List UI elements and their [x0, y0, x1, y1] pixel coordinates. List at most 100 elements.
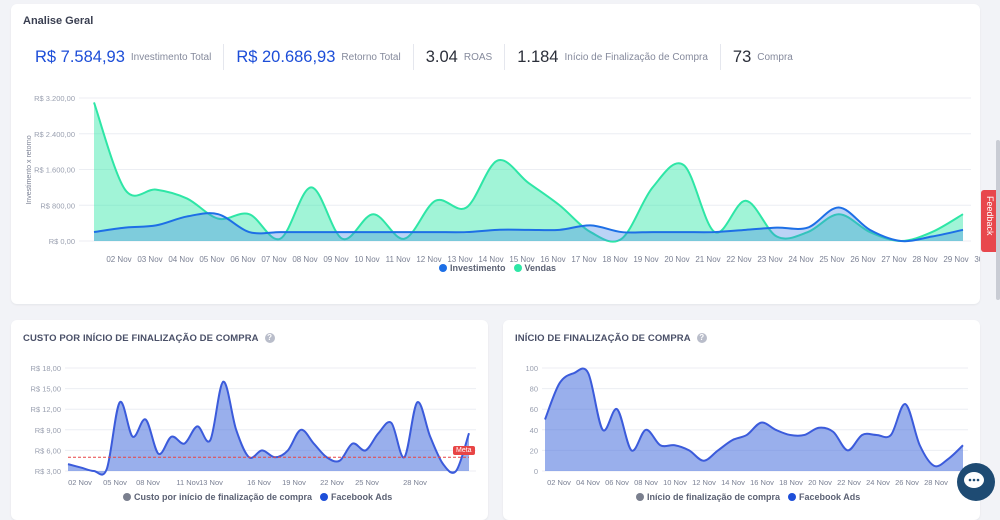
if-x-tick: 04 Nov — [576, 478, 600, 487]
cpf-x-tick: 16 Nov — [247, 478, 271, 487]
card-title: CUSTO POR INÍCIO DE FINALIZAÇÃO DE COMPR… — [23, 333, 275, 344]
if-x-tick: 28 Nov — [924, 478, 948, 487]
cpf-x-tick: 19 Nov — [282, 478, 306, 487]
legend-label: Facebook Ads — [331, 492, 393, 502]
main-x-tick: 29 Nov — [943, 255, 968, 264]
main-x-tick: 25 Nov — [819, 255, 844, 264]
main-x-tick: 17 Nov — [571, 255, 596, 264]
cpf-x-tick: 22 Nov — [320, 478, 344, 487]
feedback-label: Feedback — [985, 196, 995, 236]
cpf-x-tick: 25 Nov — [355, 478, 379, 487]
main-x-tick: 02 Nov — [106, 255, 131, 264]
kpi-label: Compra — [757, 51, 793, 63]
if-y-tick: 100 — [525, 364, 538, 373]
main-x-tick: 13 Nov — [447, 255, 472, 264]
main-x-tick: 23 Nov — [757, 255, 782, 264]
main-x-tick: 11 Nov — [386, 255, 411, 264]
legend-label: Vendas — [524, 263, 557, 273]
cpf-y-tick: R$ 12,00 — [31, 405, 61, 414]
if-y-tick: 80 — [530, 385, 538, 394]
legend-facebook-ads[interactable]: Facebook Ads — [788, 492, 860, 502]
kpi-value: 1.184 — [517, 47, 559, 66]
kpi-inicio-finalizacao: 1.184 Início de Finalização de Compra — [517, 44, 721, 70]
main-x-tick: 03 Nov — [137, 255, 162, 264]
main-x-tick: 07 Nov — [261, 255, 286, 264]
card-title: Analise Geral — [23, 15, 94, 27]
kpi-label: Investimento Total — [130, 51, 212, 63]
if-x-tick: 14 Nov — [721, 478, 745, 487]
kpi-value: R$ 7.584,93 — [35, 47, 125, 66]
vendas-series-area — [94, 102, 963, 242]
cpf-y-tick: R$ 18,00 — [31, 364, 61, 373]
custo-series-area — [68, 381, 469, 475]
analise-geral-card: Analise Geral R$ 7.584,93 Investimento T… — [11, 4, 980, 304]
main-x-tick: 05 Nov — [199, 255, 224, 264]
kpi-label: Início de Finalização de Compra — [564, 51, 708, 63]
title-text: CUSTO POR INÍCIO DE FINALIZAÇÃO DE COMPR… — [23, 333, 259, 344]
main-x-tick: 15 Nov — [509, 255, 534, 264]
main-x-tick: 28 Nov — [912, 255, 937, 264]
kpi-roas: 3.04 ROAS — [425, 44, 506, 70]
cpf-x-tick: 11 Nov — [176, 478, 199, 487]
if-legend: Início de finalização de compra Facebook… — [636, 492, 860, 502]
investimento-vendas-chart[interactable]: R$ 0,00 R$ 800,00 R$ 1.600,00 R$ 2.400,00 R$… — [11, 82, 980, 302]
scrollbar[interactable] — [996, 140, 1000, 300]
main-x-tick: 30 Nov — [974, 255, 980, 264]
legend-label: Custo por início de finalização de compr… — [134, 492, 313, 502]
kpi-value: 3.04 — [425, 47, 458, 66]
cpf-legend: Custo por início de finalização de compr… — [123, 492, 392, 502]
if-x-tick: 22 Nov — [837, 478, 861, 487]
feedback-tab[interactable]: Feedback — [981, 190, 1000, 252]
main-x-tick: 06 Nov — [230, 255, 255, 264]
cpf-x-tick: 13 Nov — [199, 478, 223, 487]
legend-vendas[interactable]: Vendas — [513, 263, 557, 273]
if-x-tick: 16 Nov — [750, 478, 774, 487]
main-x-tick: 10 Nov — [354, 255, 379, 264]
vendas-series-line — [93, 102, 964, 243]
card-title: INÍCIO DE FINALIZAÇÃO DE COMPRA? — [515, 333, 707, 344]
main-y-tick: R$ 2.400,00 — [34, 130, 75, 139]
kpi-investimento: R$ 7.584,93 Investimento Total — [35, 44, 225, 70]
legend-investimento[interactable]: Investimento — [439, 263, 506, 273]
if-x-tick: 02 Nov — [547, 478, 571, 487]
custo-por-inicio-card: CUSTO POR INÍCIO DE FINALIZAÇÃO DE COMPR… — [11, 320, 488, 520]
custo-por-inicio-chart[interactable]: R$ 3,00 R$ 6,00 R$ 9,00 R$ 12,00 R$ 15,00 R$ … — [11, 358, 488, 498]
legend-custo[interactable]: Custo por início de finalização de compr… — [123, 492, 312, 502]
main-x-tick: 04 Nov — [168, 255, 193, 264]
cpf-y-tick: R$ 3,00 — [35, 467, 61, 476]
kpi-retorno: R$ 20.686,93 Retorno Total — [236, 44, 414, 70]
question-circle-icon[interactable]: ? — [264, 333, 275, 343]
meta-flag: Meta — [453, 446, 475, 455]
if-x-tick: 18 Nov — [779, 478, 803, 487]
inicio-finalizacao-chart[interactable]: 0 20 40 60 80 100 02 Nov 04 Nov 06 Nov 08 Nov 10 N… — [503, 358, 980, 498]
inicio-series-line — [544, 367, 964, 468]
main-y-axis-label: Investimento x retorno — [26, 135, 33, 204]
main-x-tick: 16 Nov — [540, 255, 565, 264]
if-x-tick: 12 Nov — [692, 478, 716, 487]
main-x-tick: 20 Nov — [664, 255, 689, 264]
if-x-tick: 26 Nov — [895, 478, 919, 487]
main-y-tick: R$ 0,00 — [49, 237, 75, 246]
if-x-tick: 20 Nov — [808, 478, 832, 487]
kpi-label: ROAS — [463, 51, 493, 63]
legend-label: Investimento — [450, 263, 506, 273]
chat-bubbles-icon[interactable] — [957, 463, 995, 501]
inicio-series-area — [545, 368, 963, 471]
if-x-tick: 10 Nov — [663, 478, 687, 487]
main-x-tick: 08 Nov — [292, 255, 317, 264]
kpi-value: R$ 20.686,93 — [236, 47, 336, 66]
title-text: INÍCIO DE FINALIZAÇÃO DE COMPRA — [515, 333, 691, 344]
legend-facebook-ads[interactable]: Facebook Ads — [320, 492, 392, 502]
legend-inicio[interactable]: Início de finalização de compra — [636, 492, 780, 502]
kpi-compra: 73 Compra — [733, 44, 805, 70]
chat-glyph — [964, 472, 984, 488]
legend-label: Início de finalização de compra — [647, 492, 781, 502]
kpi-label: Retorno Total — [341, 51, 401, 63]
inicio-finalizacao-card: INÍCIO DE FINALIZAÇÃO DE COMPRA? 0 20 40 60… — [503, 320, 980, 520]
if-y-tick: 20 — [530, 446, 538, 455]
main-x-tick: 19 Nov — [633, 255, 658, 264]
main-x-tick: 18 Nov — [602, 255, 627, 264]
if-x-tick: 24 Nov — [866, 478, 890, 487]
question-circle-icon[interactable]: ? — [696, 333, 707, 343]
cpf-x-tick: 02 Nov — [68, 478, 92, 487]
